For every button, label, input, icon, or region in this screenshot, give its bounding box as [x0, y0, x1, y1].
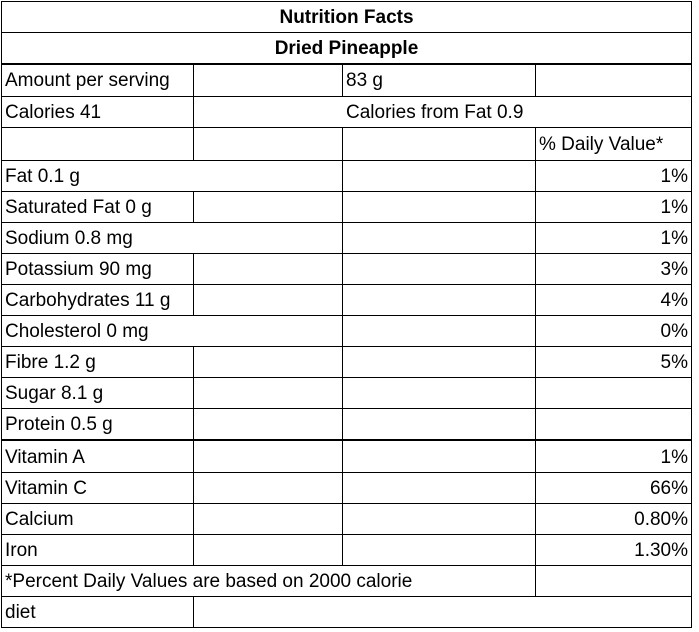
nutrient-name[interactable]: Saturated Fat 0 g	[5, 196, 152, 218]
serving-label[interactable]: Amount per serving	[5, 70, 170, 91]
grid-line	[2, 503, 691, 504]
grid-line	[2, 596, 691, 597]
grid-line	[342, 128, 343, 565]
nutrient-daily-value[interactable]: 5%	[660, 351, 688, 373]
footnote-line-2[interactable]: diet	[5, 601, 36, 623]
grid-line	[2, 284, 691, 285]
grid-line	[2, 377, 691, 378]
grid-line	[2, 472, 691, 473]
grid-line	[2, 63, 691, 65]
grid-line	[193, 192, 194, 222]
footnote-row: *Percent Daily Values are based on 2000 …	[2, 566, 691, 596]
grid-line	[2, 408, 691, 409]
grid-line	[193, 597, 194, 627]
table-row: Calcium 0.80%	[2, 504, 691, 534]
grid-line	[2, 565, 691, 566]
grid-line	[2, 627, 691, 628]
grid-line	[691, 1, 692, 628]
table-row: Vitamin A 1%	[2, 442, 691, 472]
table-row: Cholesterol 0 mg 0%	[2, 316, 691, 346]
serving-value[interactable]: 83 g	[346, 70, 383, 91]
daily-value-header-row: % Daily Value*	[2, 128, 691, 160]
grid-line	[193, 128, 194, 160]
nutrient-daily-value[interactable]: 1%	[660, 196, 688, 218]
grid-line	[2, 127, 691, 128]
table-row: Protein 0.5 g	[2, 409, 691, 439]
calories-label[interactable]: Calories 41	[5, 101, 102, 123]
nutrient-daily-value[interactable]	[536, 409, 691, 439]
footnote-row: diet	[2, 597, 691, 627]
grid-line	[2, 191, 691, 192]
grid-line	[1, 1, 2, 628]
nutrient-name[interactable]: Vitamin C	[5, 477, 88, 499]
nutrient-name[interactable]: Sugar 8.1 g	[5, 382, 104, 404]
serving-row: Amount per serving 83 g	[2, 65, 691, 96]
grid-line	[193, 65, 194, 127]
nutrient-name[interactable]: Fibre 1.2 g	[5, 351, 96, 373]
grid-line	[2, 346, 691, 347]
nutrient-name[interactable]: Cholesterol 0 mg	[5, 320, 149, 342]
grid-line	[193, 254, 194, 315]
grid-line	[2, 160, 691, 161]
grid-line	[2, 222, 691, 223]
table-row: Fibre 1.2 g 5%	[2, 347, 691, 377]
grid-line	[2, 1, 691, 2]
calories-from-fat[interactable]: Calories from Fat 0.9	[346, 101, 524, 123]
grid-line	[2, 315, 691, 316]
nutrient-name[interactable]: Sodium 0.8 mg	[5, 227, 133, 249]
table-row: Iron 1.30%	[2, 535, 691, 565]
nutrient-daily-value[interactable]: 3%	[660, 258, 688, 280]
grid-line	[2, 96, 691, 97]
table-row: Potassium 90 mg 3%	[2, 254, 691, 284]
grid-line	[193, 347, 194, 565]
nutrient-name[interactable]: Fat 0.1 g	[5, 165, 80, 187]
table-title[interactable]: Nutrition Facts	[279, 6, 414, 28]
daily-value-header[interactable]: % Daily Value*	[539, 133, 664, 155]
nutrient-daily-value[interactable]: 66%	[649, 477, 688, 499]
nutrient-name[interactable]: Iron	[5, 539, 38, 561]
nutrient-daily-value[interactable]: 0.80%	[634, 508, 688, 530]
table-row: Sugar 8.1 g	[2, 378, 691, 408]
nutrient-daily-value[interactable]: 1%	[660, 165, 688, 187]
grid-line	[2, 32, 691, 33]
table-row: Vitamin C 66%	[2, 473, 691, 503]
table-row: Sodium 0.8 mg 1%	[2, 223, 691, 253]
nutrient-name[interactable]: Potassium 90 mg	[5, 258, 152, 280]
grid-line	[2, 439, 691, 441]
nutrient-daily-value[interactable]: 4%	[660, 289, 688, 311]
nutrient-daily-value[interactable]: 1%	[660, 227, 688, 249]
title-row: Nutrition Facts	[2, 2, 691, 32]
table-row: Carbohydrates 11 g 4%	[2, 285, 691, 315]
grid-line	[2, 534, 691, 535]
nutrient-name[interactable]: Protein 0.5 g	[5, 413, 113, 435]
table-row: Saturated Fat 0 g 1%	[2, 192, 691, 222]
nutrient-daily-value[interactable]: 1%	[660, 446, 688, 468]
grid-line	[535, 65, 536, 96]
calories-row: Calories 41 Calories from Fat 0.9	[2, 97, 691, 127]
nutrient-daily-value[interactable]: 0%	[660, 320, 688, 342]
table-row: Fat 0.1 g 1%	[2, 161, 691, 191]
grid-line	[535, 128, 536, 596]
nutrient-name[interactable]: Carbohydrates 11 g	[5, 289, 171, 311]
nutrient-daily-value[interactable]	[536, 378, 691, 408]
grid-line	[342, 65, 343, 96]
subtitle-row: Dried Pineapple	[2, 33, 691, 64]
nutrient-name[interactable]: Vitamin A	[5, 446, 85, 468]
food-name[interactable]: Dried Pineapple	[274, 38, 419, 59]
grid-line	[2, 253, 691, 254]
nutrient-name[interactable]: Calcium	[5, 508, 74, 530]
footnote-line-1[interactable]: *Percent Daily Values are based on 2000 …	[5, 570, 413, 592]
nutrient-daily-value[interactable]: 1.30%	[634, 539, 688, 561]
